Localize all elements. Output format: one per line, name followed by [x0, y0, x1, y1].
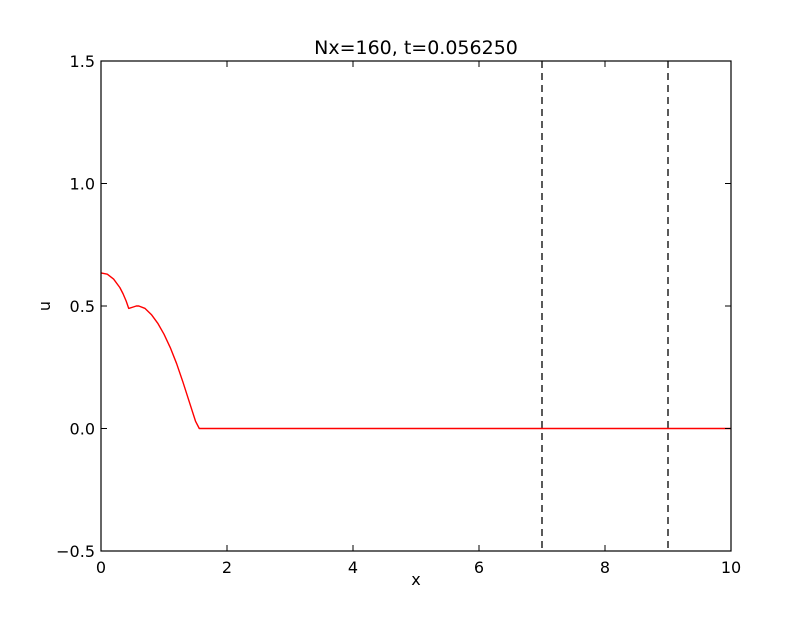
- y-axis-label: u: [35, 301, 54, 311]
- x-axis-label: x: [411, 570, 420, 589]
- x-tick-label-2: 4: [348, 558, 358, 577]
- x-tick-label-0: 0: [96, 558, 106, 577]
- plot-layer: 0 2 4 6 8 10 −0.5 0.0 0.5 1.0 1.5: [56, 52, 741, 577]
- x-tick-label-4: 8: [600, 558, 610, 577]
- y-tick-label-4: 1.5: [70, 52, 95, 71]
- series-line-1: [100, 272, 731, 430]
- x-tick-label-1: 2: [222, 558, 232, 577]
- x-tick-label-3: 6: [474, 558, 484, 577]
- plot-frame: [100, 60, 732, 552]
- y-tick-label-1: 0.0: [70, 420, 95, 439]
- chart-title: Nx=160, t=0.056250: [314, 37, 518, 59]
- y-tick-label-3: 1.0: [70, 175, 95, 194]
- y-tick-label-0: −0.5: [56, 542, 95, 561]
- x-tick-label-5: 10: [721, 558, 741, 577]
- y-tick-label-2: 0.5: [70, 297, 95, 316]
